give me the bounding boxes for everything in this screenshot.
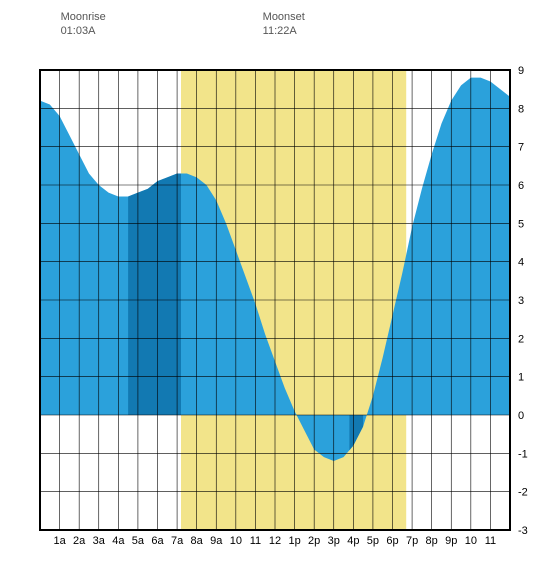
svg-text:6a: 6a: [151, 535, 164, 547]
svg-text:1p: 1p: [288, 535, 300, 547]
svg-text:7a: 7a: [171, 535, 184, 547]
svg-text:0: 0: [518, 410, 524, 422]
svg-text:2p: 2p: [308, 535, 320, 547]
svg-text:3a: 3a: [93, 535, 106, 547]
svg-text:5: 5: [518, 218, 524, 230]
svg-text:6p: 6p: [386, 535, 398, 547]
svg-text:5p: 5p: [367, 535, 379, 547]
moonset-label: Moonset 11:22A: [263, 10, 305, 39]
svg-text:8: 8: [518, 103, 524, 115]
svg-text:10: 10: [230, 535, 242, 547]
svg-text:1a: 1a: [53, 535, 66, 547]
svg-text:11: 11: [485, 535, 496, 547]
moonrise-title: Moonrise: [61, 10, 106, 24]
svg-text:8a: 8a: [191, 535, 204, 547]
svg-text:6: 6: [518, 180, 524, 192]
tide-chart: Moonrise 01:03A Moonset 11:22A 1a 2a 3a 4a 5…: [10, 10, 540, 560]
svg-text:8p: 8p: [426, 535, 438, 547]
svg-text:1: 1: [518, 372, 524, 384]
svg-text:9: 9: [518, 65, 524, 77]
svg-text:4a: 4a: [112, 535, 125, 547]
moonrise-label: Moonrise 01:03A: [61, 10, 106, 39]
top-labels: Moonrise 01:03A Moonset 11:22A: [10, 10, 540, 40]
moonset-time: 11:22A: [263, 24, 305, 38]
svg-text:11: 11: [250, 535, 261, 547]
moonrise-time: 01:03A: [61, 24, 106, 38]
svg-text:-1: -1: [518, 448, 528, 460]
svg-text:-2: -2: [518, 487, 528, 499]
moonset-title: Moonset: [263, 10, 305, 24]
svg-text:9p: 9p: [445, 535, 457, 547]
svg-text:4: 4: [518, 257, 524, 269]
svg-text:7: 7: [518, 142, 524, 154]
svg-text:2a: 2a: [73, 535, 86, 547]
svg-text:3p: 3p: [328, 535, 340, 547]
svg-text:12: 12: [269, 535, 281, 547]
svg-text:2: 2: [518, 333, 524, 345]
svg-text:4p: 4p: [347, 535, 359, 547]
chart-svg: 1a2a3a4a5a6a7a8a9a1011121p2p3p4p5p6p7p8p…: [10, 40, 540, 560]
svg-text:-3: -3: [518, 525, 528, 537]
svg-text:3: 3: [518, 295, 524, 307]
svg-text:7p: 7p: [406, 535, 418, 547]
svg-text:10: 10: [465, 535, 477, 547]
svg-text:5a: 5a: [132, 535, 145, 547]
svg-text:9a: 9a: [210, 535, 223, 547]
